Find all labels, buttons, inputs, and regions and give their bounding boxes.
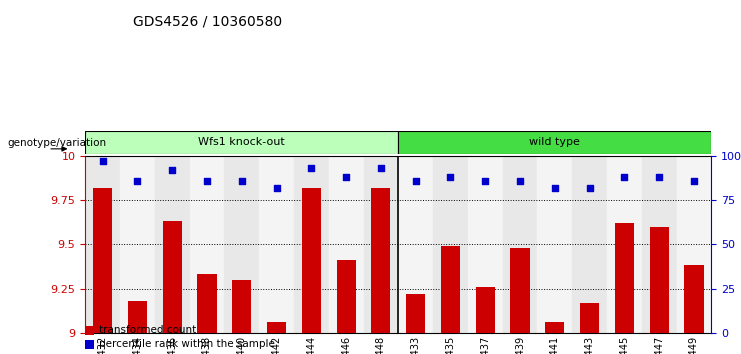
- Bar: [371, 188, 391, 333]
- Point: [584, 185, 596, 190]
- Bar: [502, 156, 537, 333]
- Bar: [406, 294, 425, 333]
- Bar: [399, 156, 433, 333]
- Bar: [190, 156, 225, 333]
- Point: [410, 178, 422, 183]
- Point: [305, 165, 317, 171]
- Point: [131, 178, 143, 183]
- Bar: [580, 303, 599, 333]
- Text: percentile rank within the sample: percentile rank within the sample: [99, 339, 274, 349]
- Bar: [677, 156, 711, 333]
- Bar: [85, 156, 120, 333]
- Bar: [685, 266, 703, 333]
- Bar: [232, 280, 251, 333]
- Text: wild type: wild type: [529, 137, 580, 148]
- Bar: [650, 227, 668, 333]
- Point: [96, 158, 108, 164]
- Bar: [155, 156, 190, 333]
- Text: transformed count: transformed count: [99, 325, 196, 335]
- Bar: [93, 188, 112, 333]
- Bar: [267, 322, 286, 333]
- Bar: [615, 223, 634, 333]
- Point: [270, 185, 282, 190]
- Point: [688, 178, 700, 183]
- Bar: [225, 156, 259, 333]
- Bar: [128, 301, 147, 333]
- Point: [445, 174, 456, 180]
- Point: [549, 185, 561, 190]
- Bar: [572, 156, 607, 333]
- Bar: [441, 246, 460, 333]
- Point: [479, 178, 491, 183]
- Bar: [433, 156, 468, 333]
- Text: Wfs1 knock-out: Wfs1 knock-out: [199, 137, 285, 148]
- Bar: [120, 156, 155, 333]
- Bar: [399, 131, 711, 154]
- Bar: [607, 156, 642, 333]
- Point: [236, 178, 247, 183]
- Bar: [468, 156, 502, 333]
- Bar: [329, 156, 364, 333]
- Text: GDS4526 / 10360580: GDS4526 / 10360580: [133, 14, 282, 28]
- Bar: [294, 156, 329, 333]
- Bar: [197, 274, 216, 333]
- Bar: [545, 322, 565, 333]
- Bar: [302, 188, 321, 333]
- Bar: [642, 156, 677, 333]
- Point: [201, 178, 213, 183]
- Point: [654, 174, 665, 180]
- Bar: [162, 221, 182, 333]
- Point: [619, 174, 631, 180]
- Bar: [537, 156, 572, 333]
- Bar: [364, 156, 398, 333]
- Bar: [511, 248, 530, 333]
- Point: [514, 178, 526, 183]
- Point: [375, 165, 387, 171]
- Bar: [336, 260, 356, 333]
- Text: genotype/variation: genotype/variation: [7, 138, 107, 148]
- Point: [166, 167, 178, 173]
- Bar: [476, 287, 495, 333]
- Point: [340, 174, 352, 180]
- Bar: [259, 156, 294, 333]
- Bar: [85, 131, 399, 154]
